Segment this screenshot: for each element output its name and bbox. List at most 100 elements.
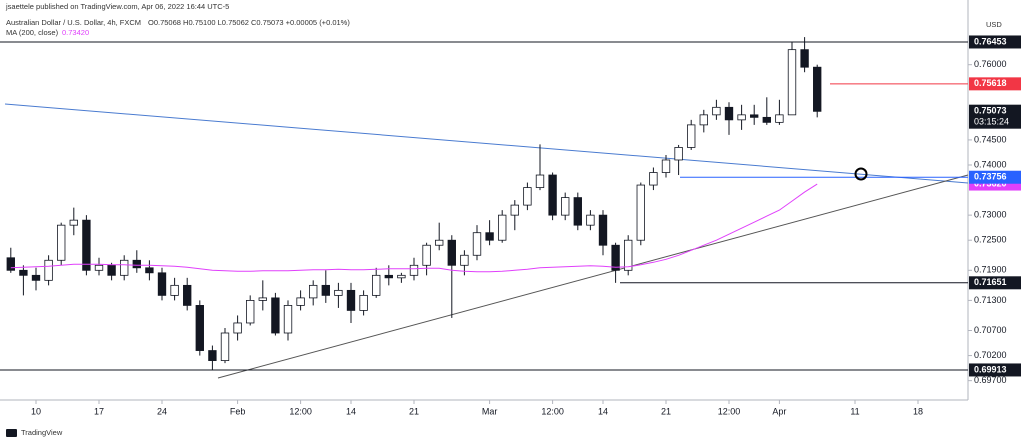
candle-body <box>145 267 154 274</box>
trendline-upper <box>4 103 969 184</box>
symbol-title: Australian Dollar / U.S. Dollar, 4h, FXC… <box>6 18 141 27</box>
candle-body <box>787 49 797 116</box>
price-label: 0.69913 <box>974 364 1007 374</box>
price-label-box <box>969 77 1021 91</box>
price-label: 0.71651 <box>974 277 1007 287</box>
ma-value: 0.73420 <box>62 28 89 37</box>
price-label: 0.73756 <box>974 172 1007 182</box>
currency: USD <box>986 20 1002 29</box>
candle-body <box>309 284 318 299</box>
candle-body <box>94 264 104 271</box>
brand-logo <box>6 429 17 437</box>
candle-body <box>548 174 557 216</box>
candle-body <box>813 66 822 112</box>
publisher: jsaettele published on TradingView.com, … <box>5 2 229 11</box>
candle-body <box>346 289 356 311</box>
candle-body <box>460 254 469 266</box>
candle-body <box>598 214 608 246</box>
candle-body <box>724 106 734 121</box>
candle-body <box>220 332 230 361</box>
x-tick-label: 12:00 <box>718 406 741 416</box>
candle-body <box>82 219 91 271</box>
candle-body <box>384 274 393 279</box>
candle-body <box>283 305 293 334</box>
candle-body <box>57 224 66 261</box>
candle-body <box>422 244 431 266</box>
y-tick-label: 0.70200 <box>974 350 1007 360</box>
price-label: 0.75073 <box>974 106 1007 116</box>
candle-body <box>435 239 444 246</box>
candle-body <box>107 264 116 276</box>
x-tick-label: 21 <box>661 406 671 416</box>
x-tick-label: 24 <box>157 406 167 416</box>
countdown: 03:15:24 <box>974 117 1009 127</box>
candle-body <box>762 116 771 123</box>
y-tick-label: 0.71300 <box>974 295 1007 305</box>
candle-body <box>775 114 784 123</box>
candle-body <box>170 284 179 296</box>
candle-body <box>372 274 381 296</box>
candle-body <box>712 106 721 116</box>
candle-body <box>510 204 519 216</box>
candle-body <box>447 239 456 266</box>
candle-body <box>69 219 78 226</box>
ohlc-text: O0.75068 H0.75100 L0.75062 C0.75073 +0.0… <box>148 18 350 27</box>
y-tick-label: 0.70700 <box>974 325 1007 335</box>
candle-body <box>611 244 620 271</box>
candle-body <box>258 297 267 301</box>
ma-name: MA (200, close) <box>6 28 59 37</box>
y-tick-label: 0.72500 <box>974 235 1007 245</box>
candle-body <box>157 272 167 296</box>
candle-body <box>674 147 683 161</box>
price-label: 0.76453 <box>974 36 1007 46</box>
circle-marker <box>854 167 868 181</box>
x-tick-label: 21 <box>409 406 419 416</box>
candle-body <box>44 259 53 281</box>
candle-body <box>183 284 192 306</box>
price-label-box <box>969 104 1021 129</box>
x-tick-label: Feb <box>230 406 246 416</box>
y-tick-label: 0.71900 <box>974 265 1007 275</box>
candle-body <box>624 239 633 271</box>
x-tick-label: 14 <box>346 406 356 416</box>
candle-body <box>535 174 545 188</box>
x-tick-label: Mar <box>482 406 498 416</box>
candle-body <box>687 124 696 148</box>
trendline-lower <box>217 174 969 379</box>
candle-body <box>661 159 671 173</box>
candle-body <box>296 297 305 306</box>
x-tick-label: 11 <box>850 406 859 416</box>
candle-body <box>498 214 507 241</box>
y-tick-label: 0.69700 <box>974 375 1007 385</box>
y-tick-label: 0.73000 <box>974 210 1007 220</box>
candle-body <box>132 259 141 269</box>
candle-body <box>750 114 759 118</box>
y-tick-label: 0.74000 <box>974 159 1007 169</box>
candle-body <box>586 214 595 226</box>
candle-body <box>409 264 419 276</box>
x-tick-label: Apr <box>772 406 786 416</box>
candle-body <box>699 114 708 126</box>
price-label-box <box>969 363 1021 377</box>
price-label-box <box>969 170 1021 184</box>
price-label-box <box>969 276 1021 290</box>
x-tick-label: 12:00 <box>289 406 312 416</box>
candle-body <box>31 274 41 281</box>
ma-line <box>10 183 818 273</box>
candle-body <box>334 289 343 296</box>
candle-body <box>573 197 582 226</box>
price-label: 0.75618 <box>974 78 1007 88</box>
x-tick-label: 14 <box>598 406 608 416</box>
candle-body <box>636 184 645 241</box>
brand: TradingView <box>21 428 63 437</box>
x-tick-label: 12:00 <box>541 406 564 416</box>
candle-body <box>195 305 204 351</box>
candle-body <box>246 300 255 324</box>
candle-body <box>737 114 746 121</box>
candle-body <box>208 350 217 361</box>
candle-body <box>472 232 482 256</box>
candle-body <box>19 269 28 276</box>
candle-body <box>321 284 330 296</box>
